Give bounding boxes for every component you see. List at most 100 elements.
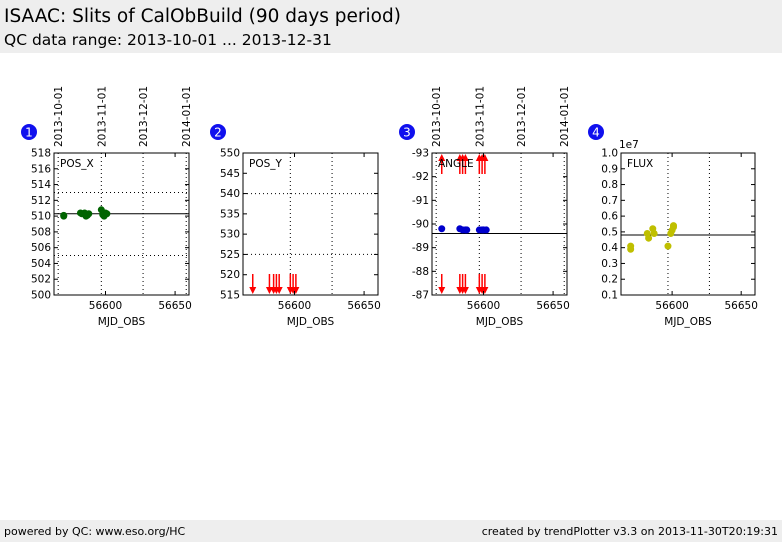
top-date-label: 2013-11-01: [474, 86, 486, 147]
panel-badge-circle: [399, 124, 415, 140]
arrow-up-head: [461, 154, 469, 161]
data-point: [482, 226, 490, 234]
y-tick-label: -87: [412, 290, 429, 302]
page-footer: powered by QC: www.eso.org/HC created by…: [0, 520, 782, 542]
y-tick-label: -91: [412, 195, 429, 207]
data-point: [85, 210, 93, 218]
plot-frame: [53, 152, 190, 296]
y-tick-label: 540: [220, 188, 240, 200]
x-tick-label: 56650: [158, 300, 191, 312]
chart-panel-4: 4 0.1 0.2 0.3 0.4 0.5 0.6 0.7 0.8 0.9 1.0 56600 5665…: [588, 124, 758, 328]
data-point: [664, 242, 672, 250]
series-label: ANGLE: [438, 158, 474, 170]
chart-panel-1: 1 500 502 504 506 508 510 512 514 516 518 56600 5665…: [21, 86, 193, 328]
data-point: [627, 242, 635, 250]
y-tick-label: 506: [31, 242, 51, 254]
x-tick-label: 56600: [278, 300, 311, 312]
chart-panel-2: 2 515 520 525 530 535 540 545 550 56600 56650 MJD_O…: [210, 124, 381, 328]
y-tick-label: 0.9: [601, 163, 618, 175]
y-tick-label: 545: [220, 168, 240, 180]
data-point: [463, 226, 471, 234]
y-multiplier-label: 1e7: [619, 139, 639, 151]
x-tick-label: 56600: [467, 300, 500, 312]
y-tick-label: 515: [220, 290, 240, 302]
plot-frame: [620, 152, 756, 296]
arrow-down-head: [275, 287, 283, 294]
arrow-up-head: [481, 154, 489, 161]
footer-powered-by: powered by QC: www.eso.org/HC: [4, 525, 186, 538]
x-axis-label: MJD_OBS: [664, 316, 712, 328]
y-tick-label: -89: [412, 242, 429, 254]
y-tick-label: 535: [220, 208, 240, 220]
y-tick-label: 0.1: [601, 290, 618, 302]
arrow-down-head: [461, 287, 469, 294]
arrow-down-head: [438, 287, 446, 294]
top-date-label: 2014-01-01: [559, 86, 571, 147]
arrow-down-head: [249, 287, 257, 294]
y-tick-label: 0.3: [601, 258, 618, 270]
series-label: FLUX: [627, 158, 653, 170]
x-tick-label: 56650: [724, 300, 757, 312]
y-tick-label: 518: [31, 148, 51, 160]
top-date-label: 2013-11-01: [96, 86, 108, 147]
y-tick-label: 520: [220, 269, 240, 281]
panel-badge-number: 4: [592, 126, 600, 140]
y-tick-label: 1.0: [601, 148, 618, 160]
y-tick-label: 504: [31, 258, 51, 270]
arrow-down-head: [292, 287, 300, 294]
panel-badge-number: 1: [25, 126, 33, 140]
panel-badge-number: 2: [214, 126, 222, 140]
page-title: ISAAC: Slits of CalObBuild (90 days peri…: [4, 6, 401, 27]
y-tick-label: 508: [31, 226, 51, 238]
top-date-label: 2013-12-01: [138, 86, 150, 147]
y-tick-label: -92: [412, 171, 429, 183]
panel-badge-circle: [210, 124, 226, 140]
x-tick-label: 56650: [536, 300, 569, 312]
x-tick-label: 56650: [347, 300, 380, 312]
y-tick-label: 502: [31, 274, 51, 286]
y-tick-label: 510: [31, 211, 51, 223]
y-tick-label: 512: [31, 195, 51, 207]
y-tick-label: 0.6: [601, 211, 618, 223]
data-point: [103, 210, 111, 218]
y-tick-label: 516: [31, 163, 51, 175]
y-tick-label: 550: [220, 148, 240, 160]
top-date-label: 2013-10-01: [53, 86, 65, 147]
plot-frame: [431, 152, 568, 296]
y-tick-label: 0.5: [601, 226, 618, 238]
y-tick-label: -90: [412, 219, 429, 231]
x-axis-label: MJD_OBS: [287, 316, 335, 328]
series-label: POS_Y: [249, 158, 283, 170]
panel-badge-number: 3: [403, 126, 411, 140]
y-tick-label: 0.2: [601, 274, 618, 286]
arrow-up-head: [438, 154, 446, 161]
data-point: [438, 225, 446, 233]
plot-frame: [242, 152, 379, 296]
footer-created-by: created by trendPlotter v3.3 on 2013-11-…: [481, 525, 778, 538]
x-axis-label: MJD_OBS: [98, 316, 146, 328]
page-subtitle: QC data range: 2013-10-01 ... 2013-12-31: [4, 31, 332, 49]
top-date-label: 2013-10-01: [431, 86, 443, 147]
y-tick-label: 525: [220, 249, 240, 261]
chart-panel-3: 3-93 -92 -91 -90 -89 -88 -87 56600 56650 MJD_OBS A…: [399, 86, 571, 328]
y-tick-label: 0.8: [601, 179, 618, 191]
x-tick-label: 56600: [655, 300, 688, 312]
data-point: [669, 222, 677, 230]
y-tick-label: -88: [412, 266, 429, 278]
y-tick-label: 530: [220, 229, 240, 241]
y-tick-label: 0.4: [601, 242, 618, 254]
panel-badge-circle: [588, 124, 604, 140]
y-tick-label: -93: [412, 148, 429, 160]
top-date-label: 2014-01-01: [181, 86, 193, 147]
y-tick-label: 514: [31, 179, 51, 191]
y-tick-label: 500: [31, 290, 51, 302]
series-label: POS_X: [60, 158, 94, 170]
arrow-down-head: [481, 287, 489, 294]
x-axis-label: MJD_OBS: [476, 316, 524, 328]
data-point: [645, 234, 653, 242]
top-date-label: 2013-12-01: [516, 86, 528, 147]
page-header: ISAAC: Slits of CalObBuild (90 days peri…: [0, 0, 782, 53]
y-tick-label: 0.7: [601, 195, 618, 207]
panel-badge-circle: [21, 124, 37, 140]
